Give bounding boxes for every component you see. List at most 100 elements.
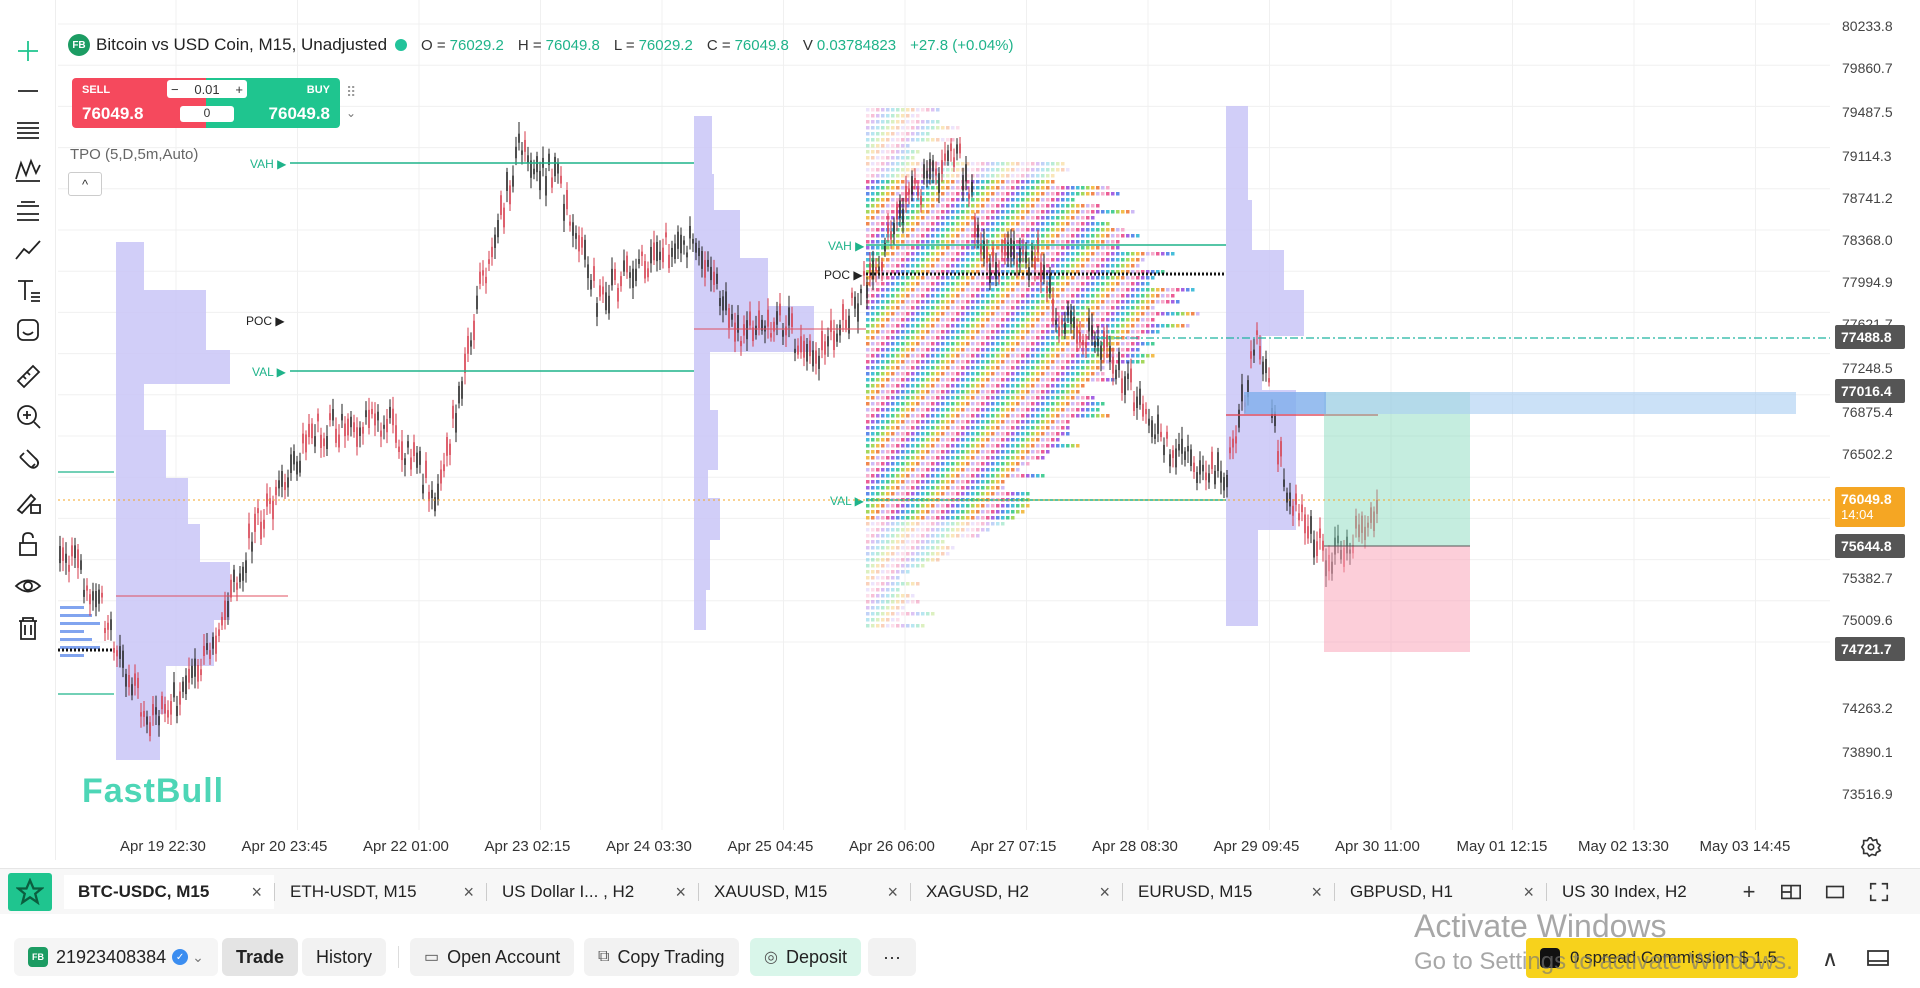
lot-size-stepper[interactable]: − 0.01 +: [167, 80, 247, 98]
commission-banner[interactable]: 0 spread Commission $ 1.5: [1526, 938, 1798, 978]
price-chart[interactable]: VAH ▶ VAL ▶ VAH ▶ VAL ▶ POC ▶ POC ▶: [58, 0, 1830, 860]
tpo-letter: [891, 108, 895, 112]
tpo-letter: [916, 516, 920, 520]
magnet-icon[interactable]: [10, 444, 46, 480]
tpo-letter: [981, 198, 985, 202]
symbol-tab[interactable]: GBPUSD, H1 ×: [1336, 875, 1546, 909]
window-mode-icon[interactable]: [1822, 879, 1848, 905]
chart-canvas[interactable]: VAH ▶VAL ▶VAH ▶VAL ▶POC ▶POC ▶: [58, 0, 1830, 830]
tpo-letter: [911, 354, 915, 358]
tpo-letter: [1016, 198, 1020, 202]
tpo-letter: [871, 450, 875, 454]
tpo-letter: [1041, 372, 1045, 376]
lock-drawings-icon[interactable]: [10, 484, 46, 520]
unlock-icon[interactable]: [10, 526, 46, 562]
decrease-lot-button[interactable]: −: [171, 81, 179, 97]
tpo-letter: [981, 462, 985, 466]
price-tag-alert-2: 77016.4: [1835, 379, 1905, 403]
horizontal-line-icon[interactable]: [10, 73, 46, 109]
tab-trade[interactable]: Trade: [222, 938, 299, 976]
more-options-button[interactable]: ···: [868, 938, 916, 976]
close-tab-icon[interactable]: ×: [251, 882, 262, 902]
tpo-letter: [876, 468, 880, 472]
favorites-star-button[interactable]: [8, 873, 52, 911]
fib-lines-icon[interactable]: [10, 112, 46, 148]
chart-settings-gear-icon[interactable]: [1860, 836, 1884, 860]
increase-lot-button[interactable]: +: [235, 81, 243, 97]
tpo-letter: [956, 174, 960, 178]
text-tool-icon[interactable]: [10, 272, 46, 308]
collapse-indicators-button[interactable]: ^: [68, 172, 102, 196]
tpo-letter: [976, 186, 980, 190]
fullscreen-icon[interactable]: [1866, 879, 1892, 905]
close-tab-icon[interactable]: ×: [887, 882, 898, 902]
candle-body: [716, 273, 718, 284]
tpo-letter: [1106, 276, 1110, 280]
copy-trading-button[interactable]: ⧉ Copy Trading: [584, 938, 739, 976]
zoom-in-icon[interactable]: [10, 398, 46, 434]
tpo-letter: [876, 306, 880, 310]
candle-body: [659, 251, 661, 260]
emoji-icon[interactable]: [10, 312, 46, 348]
trend-line-icon[interactable]: [10, 232, 46, 268]
pattern-icon[interactable]: [10, 152, 46, 188]
price-axis[interactable]: 80233.8 79860.7 79487.5 79114.3 78741.2 78368…: [1832, 0, 1920, 820]
deposit-button[interactable]: ◎ Deposit: [750, 938, 861, 976]
chevron-down-icon[interactable]: ⌄: [346, 106, 357, 120]
tpo-letter: [951, 228, 955, 232]
tpo-letter: [1086, 312, 1090, 316]
tpo-letter: [936, 492, 940, 496]
tpo-letter: [906, 552, 910, 556]
symbol-tab[interactable]: US 30 Index, H2: [1548, 875, 1758, 909]
indicator-label[interactable]: TPO (5,D,5m,Auto): [70, 146, 199, 163]
account-selector[interactable]: FB 21923408384 ✓ ⌄: [14, 938, 218, 976]
tpo-letter: [971, 198, 975, 202]
channel-icon[interactable]: [10, 192, 46, 228]
ruler-icon[interactable]: [10, 358, 46, 394]
symbol-tab[interactable]: XAUUSD, M15 ×: [700, 875, 910, 909]
close-tab-icon[interactable]: ×: [675, 882, 686, 902]
tpo-letter: [1006, 306, 1010, 310]
eye-icon[interactable]: [10, 568, 46, 604]
close-tab-icon[interactable]: ×: [1311, 882, 1322, 902]
chevron-up-icon[interactable]: ∧: [1822, 946, 1839, 971]
close-tab-icon[interactable]: ×: [1099, 882, 1110, 902]
lot-size-value[interactable]: 0.01: [194, 81, 220, 97]
symbol-tab[interactable]: BTC-USDC, M15 ×: [64, 875, 274, 909]
tpo-letter: [1011, 228, 1015, 232]
tpo-letter: [60, 614, 92, 617]
tpo-letter: [911, 426, 915, 430]
symbol-tab[interactable]: US Dollar I... , H2 ×: [488, 875, 698, 909]
tpo-letter: [1016, 384, 1020, 388]
tpo-letter: [1096, 252, 1100, 256]
symbol-tab[interactable]: ETH-USDT, M15 ×: [276, 875, 486, 909]
symbol-title[interactable]: Bitcoin vs USD Coin, M15, Unadjusted: [96, 35, 388, 54]
close-tab-icon[interactable]: ×: [1523, 882, 1534, 902]
drag-handle-icon[interactable]: ⠿: [346, 84, 357, 100]
open-account-button[interactable]: ▭ Open Account: [410, 938, 575, 976]
tpo-letter: [906, 210, 910, 214]
tpo-letter: [866, 450, 870, 454]
panel-toggle-icon[interactable]: [1866, 946, 1890, 976]
crosshair-add-icon[interactable]: [10, 33, 46, 69]
tpo-letter: [936, 558, 940, 562]
tpo-letter: [1041, 396, 1045, 400]
tpo-letter: [976, 522, 980, 526]
trash-icon[interactable]: [10, 610, 46, 646]
time-axis[interactable]: Apr 19 22:30 Apr 20 23:45 Apr 22 01:00 Apr …: [58, 830, 1832, 862]
symbol-tab[interactable]: EURUSD, M15 ×: [1124, 875, 1334, 909]
add-tab-plus-icon[interactable]: +: [1742, 879, 1756, 904]
tpo-letter: [1016, 288, 1020, 292]
tpo-letter: [916, 624, 920, 628]
tpo-letter: [1026, 456, 1030, 460]
tab-history[interactable]: History: [302, 938, 387, 976]
layout-split-icon[interactable]: [1778, 879, 1804, 905]
candle-body: [1370, 507, 1372, 523]
close-tab-icon[interactable]: ×: [463, 882, 474, 902]
tpo-letter: [906, 192, 910, 196]
tpo-letter: [976, 204, 980, 208]
tpo-letter: [1071, 360, 1075, 364]
symbol-tab[interactable]: XAGUSD, H2 ×: [912, 875, 1122, 909]
tpo-letter: [1066, 258, 1070, 262]
tpo-letter: [1106, 258, 1110, 262]
